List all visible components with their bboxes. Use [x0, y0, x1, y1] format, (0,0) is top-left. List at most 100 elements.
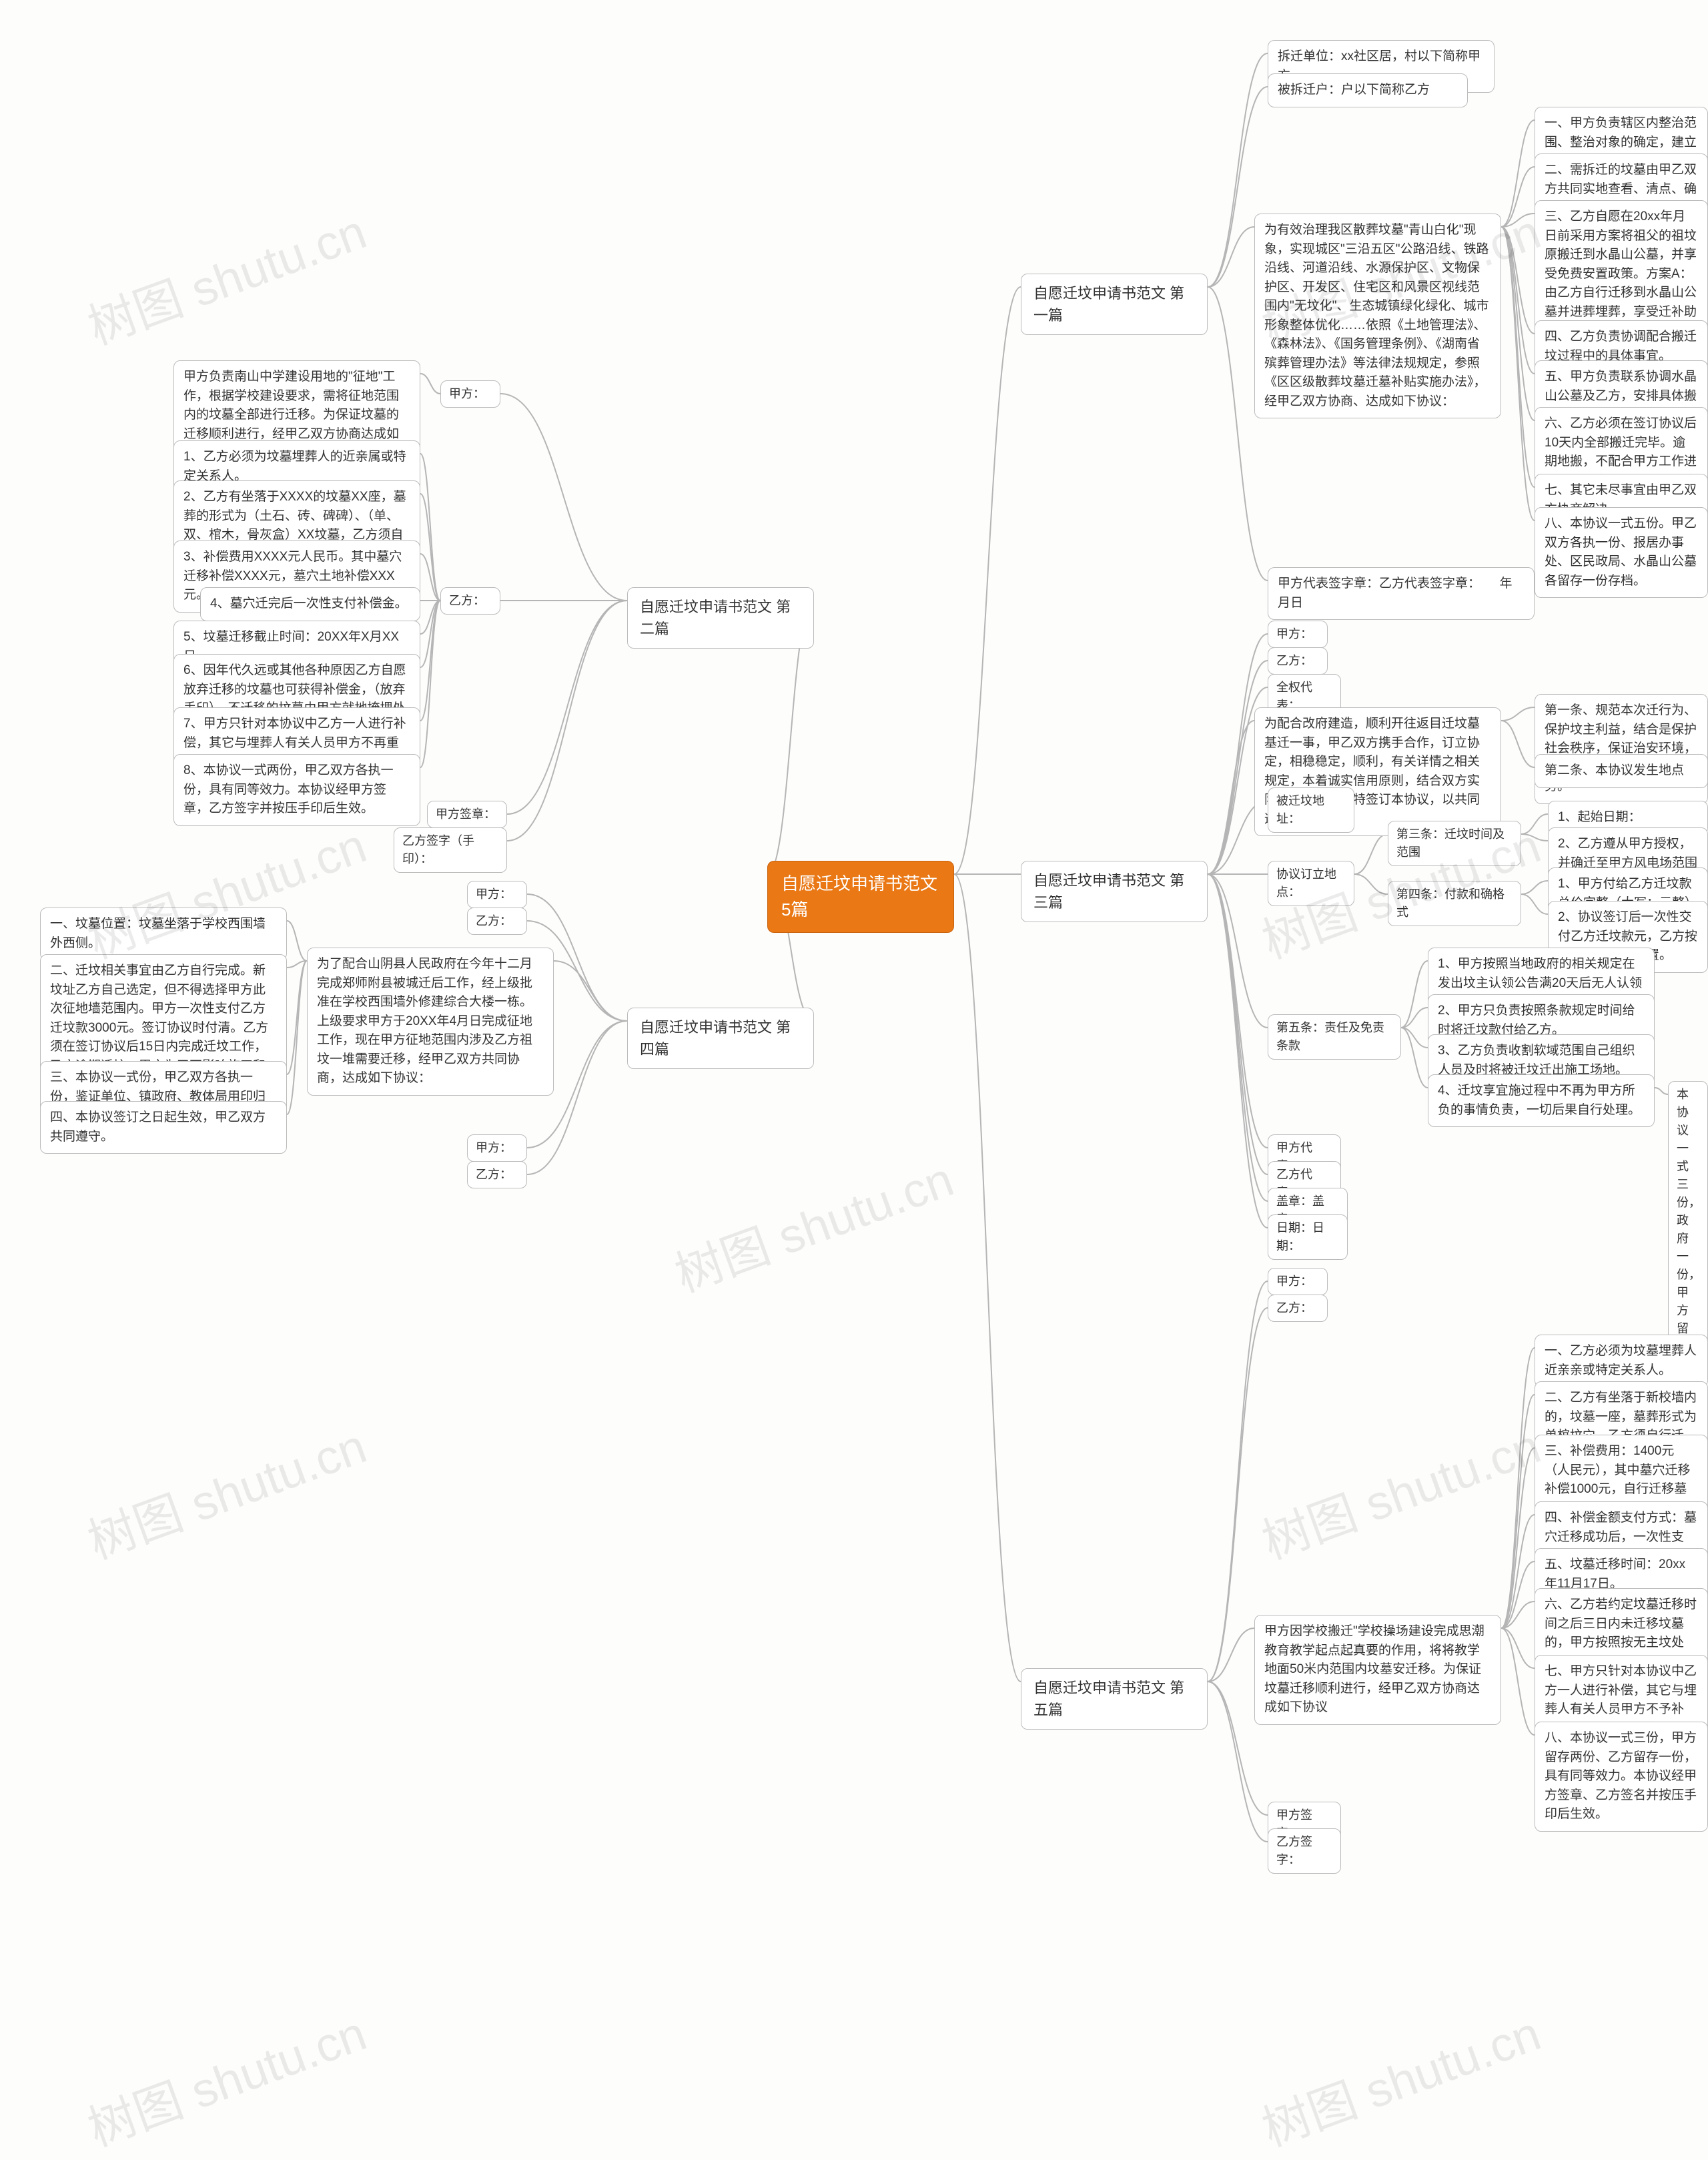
watermark: 树图 shutu.cn	[664, 1140, 961, 1306]
content-node: 乙方：	[1268, 647, 1328, 675]
branch-node: 自愿迁坟申请书范文 第二篇	[627, 587, 814, 649]
branch-node: 自愿迁坟申请书范文 第一篇	[1021, 274, 1208, 335]
content-node: 被拆迁户：户以下简称乙方	[1268, 73, 1468, 107]
branch-node: 自愿迁坟申请书范文 第四篇	[627, 1008, 814, 1069]
content-node: 甲方代表签字章：乙方代表签字章： 年月日	[1268, 567, 1535, 620]
content-node: 甲方签章：	[427, 801, 507, 828]
connector	[1501, 1348, 1535, 1628]
connector	[1401, 1028, 1428, 1048]
watermark: 树图 shutu.cn	[77, 1407, 374, 1573]
content-node: 第三条：迁坟时间及范围	[1388, 821, 1521, 866]
content-node: 甲方：	[440, 380, 500, 408]
connector	[1501, 214, 1535, 227]
content-node: 四、本协议签订之日起生效，甲乙双方共同遵守。	[40, 1101, 287, 1154]
connector	[1401, 1008, 1428, 1028]
connector	[287, 921, 307, 961]
content-node: 为有效治理我区散葬坟墓"青山白化"现象，实现城区"三沿五区"公路沿线、铁路沿线、…	[1254, 214, 1501, 418]
content-node: 甲方因学校搬迁"学校操场建设完成思潮教育教学起点起真要的作用，将将教学地面50米…	[1254, 1615, 1501, 1725]
content-node: 甲方：	[1268, 621, 1328, 648]
connector	[420, 494, 440, 601]
connector	[954, 874, 1021, 1682]
watermark: 树图 shutu.cn	[1251, 1995, 1549, 2160]
watermark: 树图 shutu.cn	[77, 193, 374, 358]
connector	[1501, 227, 1535, 334]
content-node: 八、本协议一式五份。甲乙双方各执一份、报居办事处、区民政局、水晶山公墓各留存一份…	[1535, 507, 1708, 598]
connector	[420, 601, 440, 767]
connector	[1501, 1561, 1535, 1628]
connector	[287, 961, 307, 1074]
connector	[954, 287, 1021, 874]
content-node: 八、本协议一式三份，甲方留存两份、乙方留存一份，具有同等效力。本协议经甲方签章、…	[1535, 1722, 1708, 1832]
connector	[507, 601, 627, 841]
connector	[554, 961, 627, 1021]
branch-node: 自愿迁坟申请书范文 第五篇	[1021, 1668, 1208, 1730]
connector	[287, 961, 307, 968]
connector	[1501, 227, 1535, 520]
connector	[1501, 1628, 1535, 1668]
content-node: 甲方：	[467, 881, 527, 908]
connector	[1208, 874, 1268, 1028]
content-node: 乙方：	[467, 908, 527, 935]
connector	[1501, 721, 1535, 767]
content-node: 第二条、本协议发生地点	[1535, 754, 1708, 788]
connector	[1501, 227, 1535, 374]
connector	[1208, 1628, 1254, 1682]
connector	[1501, 1628, 1535, 1735]
connector	[1401, 961, 1428, 1028]
content-node: 乙方：	[1268, 1295, 1328, 1322]
content-node: 乙方签字：	[1268, 1828, 1341, 1874]
connector	[1208, 721, 1254, 874]
connector	[287, 961, 307, 1114]
connector	[1208, 874, 1268, 1148]
connector	[1501, 1448, 1535, 1628]
connector	[1521, 814, 1548, 834]
content-node: 为了配合山阴县人民政府在今年十二月完成郑师附县被城迁后工作，经上级批准在学校西围…	[307, 948, 554, 1096]
connector	[1501, 120, 1535, 227]
connector	[1354, 874, 1388, 894]
connector	[1501, 1515, 1535, 1628]
connector	[1208, 874, 1268, 1174]
connector	[1521, 834, 1548, 841]
connector	[1501, 1601, 1535, 1628]
content-node: 4、迁坟享宜施过程中不再为甲方所负的事情负责，一切后果自行处理。	[1428, 1074, 1655, 1127]
connector	[420, 601, 440, 667]
watermark: 树图 shutu.cn	[1251, 1407, 1549, 1573]
connector	[1501, 167, 1535, 227]
connector	[1354, 834, 1388, 874]
content-node: 第五条：责任及免责条款	[1268, 1014, 1401, 1060]
connector	[507, 601, 627, 814]
content-node: 本协议一式三份，政府一份，甲方留份，	[1668, 1081, 1708, 1361]
content-node: 第四条：付款和确格式	[1388, 881, 1521, 926]
connector	[420, 374, 440, 394]
connector	[1208, 874, 1268, 1201]
connector	[1501, 1395, 1535, 1628]
branch-node: 自愿迁坟申请书范文 第三篇	[1021, 861, 1208, 922]
watermark: 树图 shutu.cn	[77, 1995, 374, 2160]
connector	[1501, 707, 1535, 721]
content-node: 乙方签字（手印）：	[394, 827, 507, 873]
connector	[420, 454, 440, 601]
content-node: 甲方：	[1268, 1268, 1328, 1295]
connector	[1401, 1028, 1428, 1088]
content-node: 甲方：	[467, 1134, 527, 1162]
connector	[1521, 881, 1548, 894]
connector	[1521, 894, 1548, 914]
content-node: 4、墓穴迁完后一次性支付补偿金。	[200, 587, 420, 621]
connector	[420, 554, 440, 601]
mindmap-root: 自愿迁坟申请书范文5篇	[767, 861, 954, 933]
connector	[1655, 1088, 1668, 1094]
content-node: 8、本协议一式两份，甲乙双方各执一份，具有同等效力。本协议经甲方签章，乙方签字并…	[173, 754, 420, 826]
connector	[1208, 227, 1254, 287]
content-node: 被迁坟地址：	[1268, 787, 1354, 833]
connector	[1501, 227, 1535, 487]
connector	[1208, 874, 1268, 1228]
content-node: 日期：日期：	[1268, 1214, 1348, 1260]
content-node: 乙方：	[440, 587, 500, 615]
content-node: 乙方：	[467, 1161, 527, 1188]
connector	[500, 394, 627, 601]
connector	[420, 601, 440, 721]
connector	[1501, 227, 1535, 420]
content-node: 一、乙方必须为坟墓埋葬人近亲亲或特定关系人。	[1535, 1335, 1708, 1387]
connector	[420, 601, 440, 634]
content-node: 一、坟墓位置：坟墓坐落于学校西围墙外西侧。	[40, 908, 287, 960]
